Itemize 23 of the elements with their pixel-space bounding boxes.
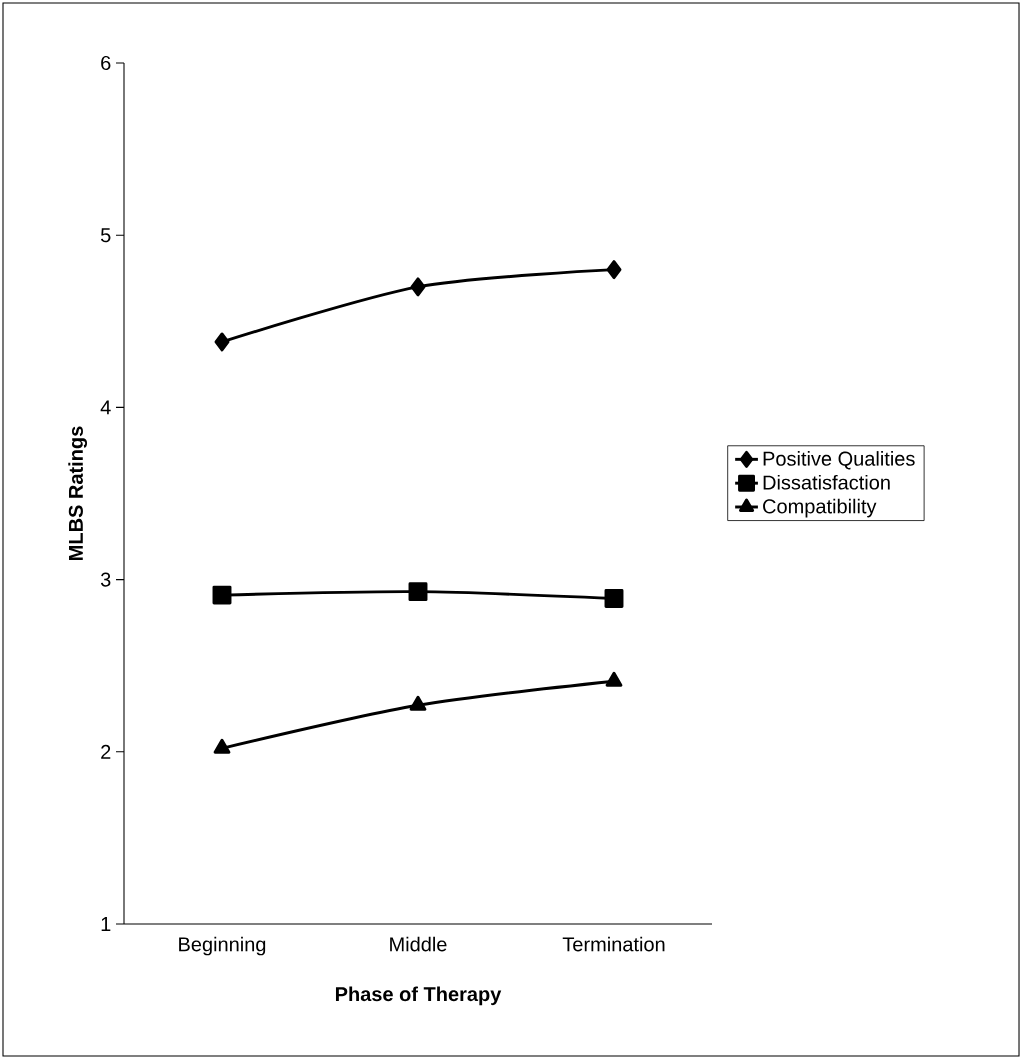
y-tick-label: 1 xyxy=(101,917,111,931)
y-axis-title: MLBS Ratings xyxy=(68,426,88,560)
point xyxy=(604,589,624,609)
x-axis-title: Phase of Therapy xyxy=(335,986,502,1006)
legend-label: Dissatisfaction xyxy=(763,474,890,490)
point xyxy=(606,260,622,280)
point xyxy=(212,585,232,605)
point xyxy=(213,738,231,754)
point xyxy=(409,695,427,711)
legend-label: Compatibility xyxy=(763,498,877,518)
point xyxy=(214,332,230,352)
x-tick-label: Middle xyxy=(390,936,447,952)
y-tick-label: 2 xyxy=(101,744,111,759)
y-tick-label: 6 xyxy=(101,55,111,71)
point xyxy=(410,277,426,297)
legend-label: Positive Qualities xyxy=(763,451,915,470)
point xyxy=(408,582,428,602)
y-tick-label: 5 xyxy=(100,228,111,243)
y-tick-label: 3 xyxy=(100,572,111,587)
x-tick-label: Beginning xyxy=(179,936,266,956)
x-tick-label: Termination xyxy=(562,936,665,952)
point xyxy=(605,671,623,687)
y-tick-label: 4 xyxy=(100,400,111,415)
